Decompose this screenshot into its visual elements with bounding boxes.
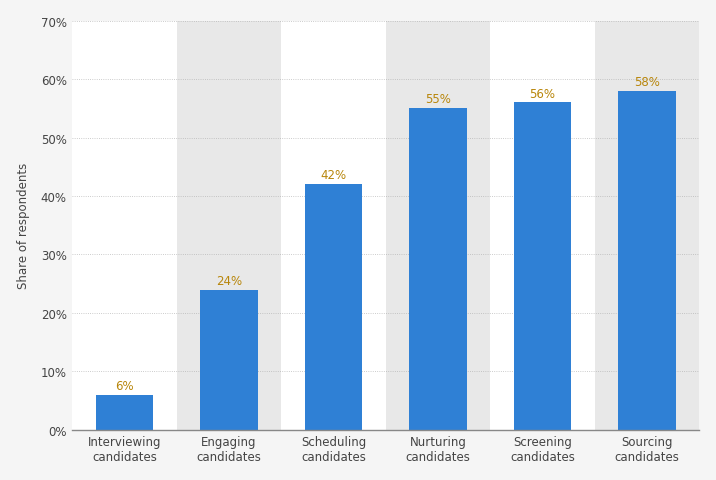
Bar [410,109,467,430]
Text: 56%: 56% [530,87,556,100]
Text: 6%: 6% [115,379,134,392]
Bar [305,185,362,430]
Text: 42%: 42% [321,169,347,182]
Y-axis label: Share of respondents: Share of respondents [16,163,29,289]
Text: 24%: 24% [216,274,242,287]
Bar [514,103,571,430]
Text: 58%: 58% [634,76,660,89]
Bar [595,22,700,430]
Bar [281,22,386,430]
Bar [96,395,153,430]
Text: 55%: 55% [425,93,451,106]
Bar [619,92,676,430]
Bar [177,22,281,430]
Bar [386,22,490,430]
Bar [490,22,595,430]
Bar [72,22,177,430]
Bar [200,290,258,430]
